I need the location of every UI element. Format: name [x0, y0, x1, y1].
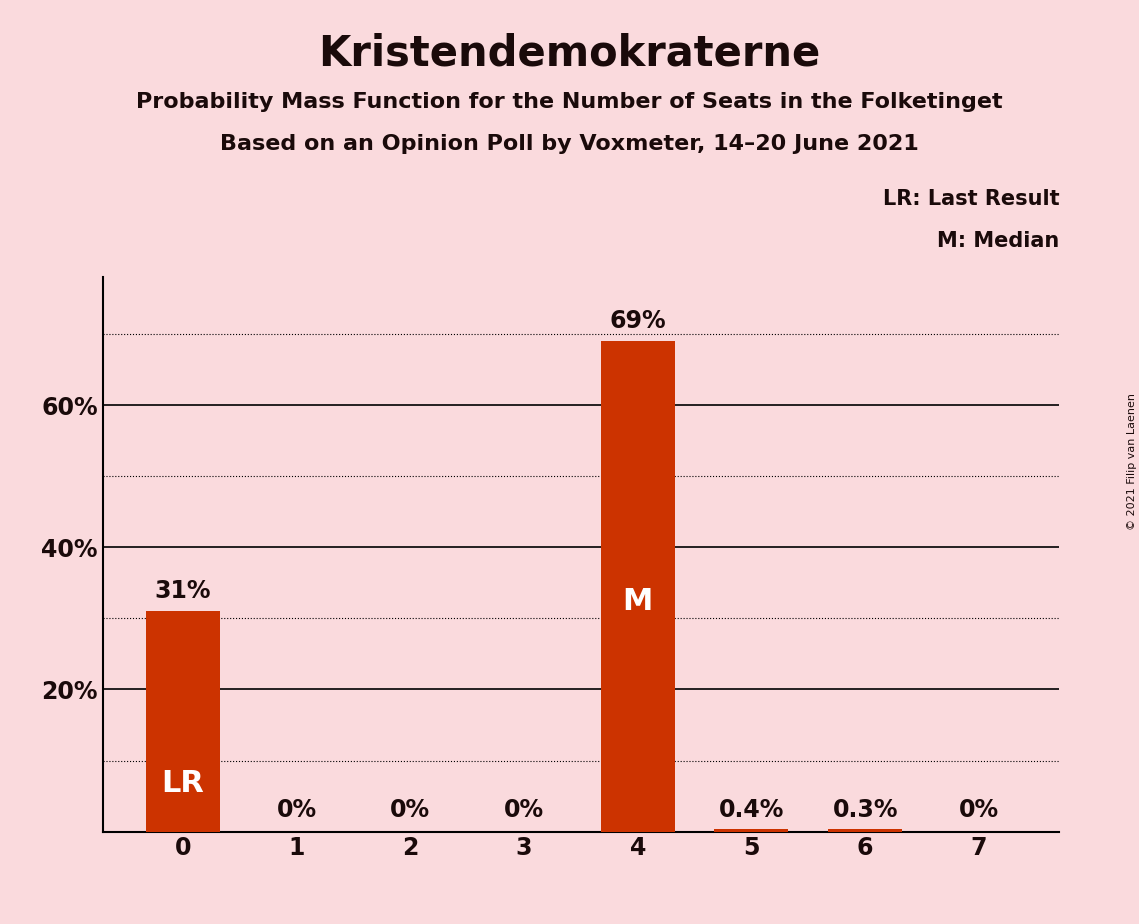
Text: Kristendemokraterne: Kristendemokraterne — [319, 32, 820, 74]
Text: 0%: 0% — [391, 798, 431, 822]
Text: 0.3%: 0.3% — [833, 798, 898, 822]
Bar — [714, 829, 788, 832]
Text: LR: LR — [162, 769, 204, 797]
Bar — [600, 341, 674, 832]
Text: M: M — [623, 587, 653, 615]
Bar — [828, 830, 902, 832]
Text: Based on an Opinion Poll by Voxmeter, 14–20 June 2021: Based on an Opinion Poll by Voxmeter, 14… — [220, 134, 919, 154]
Text: 31%: 31% — [155, 578, 211, 602]
Text: 0%: 0% — [277, 798, 317, 822]
Bar — [146, 612, 220, 832]
Text: 0%: 0% — [503, 798, 544, 822]
Text: LR: Last Result: LR: Last Result — [883, 189, 1059, 210]
Text: © 2021 Filip van Laenen: © 2021 Filip van Laenen — [1126, 394, 1137, 530]
Text: 0%: 0% — [959, 798, 999, 822]
Text: 0.4%: 0.4% — [719, 798, 784, 822]
Text: 69%: 69% — [609, 309, 666, 333]
Text: Probability Mass Function for the Number of Seats in the Folketinget: Probability Mass Function for the Number… — [137, 92, 1002, 113]
Text: M: Median: M: Median — [937, 231, 1059, 251]
